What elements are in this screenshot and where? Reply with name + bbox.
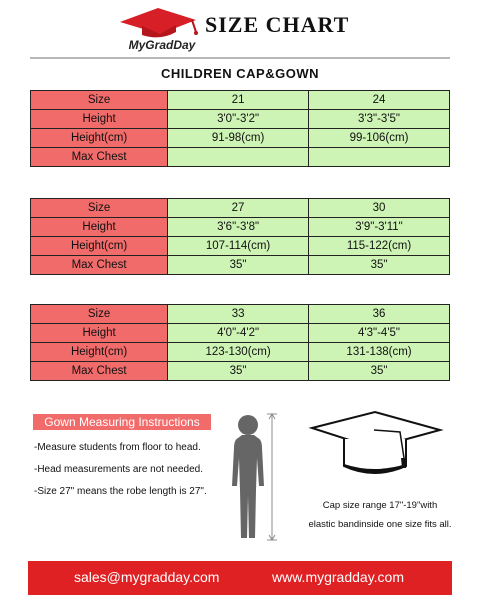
table-row: Size 33 36 (29, 304, 450, 324)
child-silhouette-icon (232, 413, 277, 541)
footer-banner: sales@mygradday.com www.mygradday.com (28, 561, 452, 595)
row-label: Size (29, 304, 169, 324)
cap-size-note: Cap size range 17"-19"with (322, 500, 438, 511)
cell-value: 4'0"-4'2" (167, 323, 310, 343)
cell-value: 30 (308, 198, 450, 218)
table-row: Size 27 30 (29, 198, 450, 218)
mortarboard-cap (300, 408, 450, 488)
graduation-cap-icon (120, 8, 198, 38)
header: MyGradDay SIZE CHART (0, 0, 480, 59)
cell-value: 3'6"-3'8" (167, 217, 310, 237)
cell-value: 33 (167, 304, 310, 324)
footer-website-link[interactable]: www.mygradday.com (272, 569, 405, 585)
cell-value (167, 147, 310, 167)
cell-value: 107-114(cm) (167, 236, 310, 256)
cell-value: 35" (167, 361, 310, 381)
table-row: Max Chest 35" 35" (29, 255, 450, 275)
instruction-line: -Measure students from floor to head. (34, 442, 201, 453)
row-label: Size (29, 90, 169, 110)
cell-value: 21 (167, 90, 310, 110)
cell-value: 36 (308, 304, 450, 324)
cell-value: 27 (167, 198, 310, 218)
header-divider (30, 57, 450, 59)
table-row: Height(cm) 107-114(cm) 115-122(cm) (29, 236, 450, 256)
row-label: Size (29, 198, 169, 218)
row-label: Height(cm) (29, 236, 169, 256)
instruction-line: -Head measurements are not needed. (34, 464, 203, 475)
size-table-2: Size 27 30 Height 3'6"-3'8" 3'9"-3'11" H… (29, 198, 450, 275)
page-title: SIZE CHART (205, 12, 350, 37)
cell-value: 115-122(cm) (308, 236, 450, 256)
table-row: Height 4'0"-4'2" 4'3"-4'5" (29, 323, 450, 343)
row-label: Max Chest (29, 147, 169, 167)
child-figure (222, 408, 292, 550)
cell-value: 99-106(cm) (308, 128, 450, 148)
table-row: Max Chest (29, 147, 450, 167)
footer-email-link[interactable]: sales@mygradday.com (74, 569, 220, 585)
row-label: Height (29, 109, 169, 129)
row-label: Max Chest (29, 255, 169, 275)
row-label: Height (29, 217, 169, 237)
cell-value: 131-138(cm) (308, 342, 450, 362)
page-subtitle: CHILDREN CAP&GOWN (161, 66, 319, 81)
size-table-3: Size 33 36 Height 4'0"-4'2" 4'3"-4'5" He… (29, 304, 450, 381)
row-label: Max Chest (29, 361, 169, 381)
cell-value: 24 (308, 90, 450, 110)
cap-size-note: elastic bandinside one size fits all. (308, 519, 452, 530)
cell-value: 123-130(cm) (167, 342, 310, 362)
row-label: Height(cm) (29, 128, 169, 148)
cell-value: 3'9"-3'11" (308, 217, 450, 237)
cell-value: 35" (308, 255, 450, 275)
table-row: Height 3'6"-3'8" 3'9"-3'11" (29, 217, 450, 237)
instructions-heading: Gown Measuring Instructions (33, 414, 211, 430)
cell-value: 3'0"-3'2" (167, 109, 310, 129)
table-row: Height 3'0"-3'2" 3'3"-3'5" (29, 109, 450, 129)
instruction-line: -Size 27" means the robe length is 27". (34, 486, 207, 497)
table-row: Height(cm) 123-130(cm) 131-138(cm) (29, 342, 450, 362)
cell-value: 35" (167, 255, 310, 275)
table-row: Max Chest 35" 35" (29, 361, 450, 381)
cell-value: 91-98(cm) (167, 128, 310, 148)
row-label: Height (29, 323, 169, 343)
table-row: Height(cm) 91-98(cm) 99-106(cm) (29, 128, 450, 148)
cell-value: 3'3"-3'5" (308, 109, 450, 129)
brand-name: MyGradDay (128, 38, 196, 52)
table-row: Size 21 24 (29, 90, 450, 110)
brand-logo: MyGradDay (112, 4, 222, 52)
cell-value: 35" (308, 361, 450, 381)
mortarboard-icon (308, 410, 444, 474)
size-table-1: Size 21 24 Height 3'0"-3'2" 3'3"-3'5" He… (29, 90, 450, 167)
cell-value: 4'3"-4'5" (308, 323, 450, 343)
row-label: Height(cm) (29, 342, 169, 362)
cell-value (308, 147, 450, 167)
